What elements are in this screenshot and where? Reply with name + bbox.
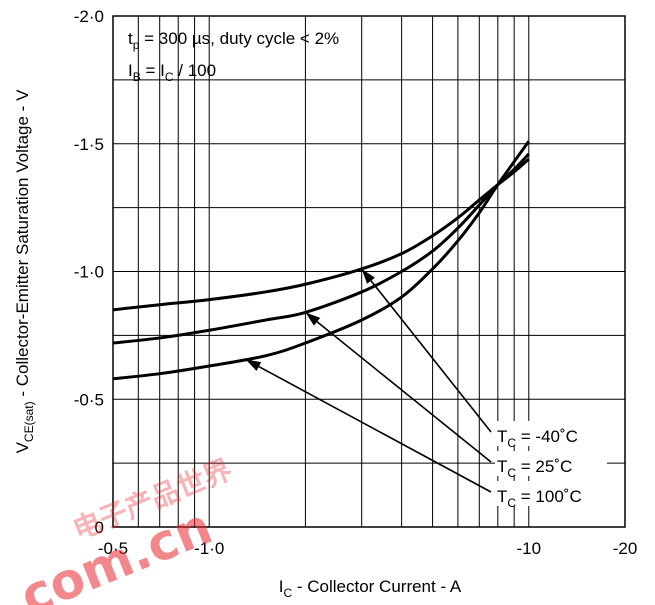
series-label-2: TC = 100˚C [497,487,582,510]
grid [113,16,625,527]
arrow-head [245,359,262,371]
series-arrows [245,268,492,493]
series-line-2 [112,140,531,381]
x-tick-label: -1·0 [194,539,224,558]
x-tick-label: -10 [517,539,542,558]
series-label-background [495,421,607,446]
arrow-head [305,312,321,326]
y-tick-label: -2·0 [74,7,104,26]
y-tick-label: -0·5 [74,390,104,409]
series-label-1: TC = 25˚C [497,457,572,480]
series-label-0: TC = -40˚C [497,427,578,450]
x-tick-label: -0·5 [98,539,128,558]
watermark: 电子产品世界.com.cn [0,453,236,605]
condition-pulse-width: tp = 300 µs, duty cycle < 2% [128,29,339,52]
x-tick-label: -20 [613,539,638,558]
series-label-background [495,451,607,476]
curves [112,140,531,381]
condition-base-current: IB = IC / 100 [128,61,216,84]
chart-text: 0 -0·5 -1·0 -1·5 -2·0 -0·5 -1·0 -10 -20 IC - Coll… [13,7,637,600]
x-axis-label: IC - Collector Current - A [279,577,462,600]
arrow-shaft [316,321,492,463]
y-axis-label: VCE(sat) - Collector-Emitter Saturation … [13,89,36,453]
y-tick-label: -1·0 [74,263,104,282]
series-label-background [495,481,607,506]
y-tick-label: -1·5 [74,135,104,154]
series-line-0 [112,157,530,312]
arrow-head [361,268,375,284]
y-tick-label: 0 [95,518,104,537]
series-line-1 [112,152,530,345]
plot-frame [112,15,626,528]
arrow-shaft [370,280,492,433]
arrow-shaft [258,365,492,493]
